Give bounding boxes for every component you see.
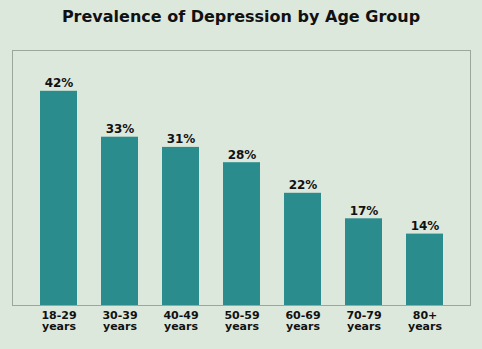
html-text:Prevalence of Depression by Ag: Prevalence of Depression by Age Group (61, 7, 421, 26)
svg-text:40-49years: 40-49years (163, 309, 198, 333)
svg-text:18-29years: 18-29years (41, 309, 76, 333)
svg-text:60-69years: 60-69years (285, 309, 320, 333)
svg-text:30-39years: 30-39years (102, 309, 137, 333)
svg-text:33%: 33% (106, 122, 135, 136)
svg-text:42%: 42% (45, 76, 74, 90)
svg-text:17%: 17% (350, 204, 379, 218)
svg-text:31%: 31% (167, 132, 196, 146)
svg-text:80+years: 80+years (408, 309, 442, 333)
svg-text:50-59years: 50-59years (224, 309, 259, 333)
svg-text:22%: 22% (289, 178, 318, 192)
svg-text:28%: 28% (228, 148, 257, 162)
svg-text:70-79years: 70-79years (346, 309, 381, 333)
svg-text:14%: 14% (411, 219, 440, 233)
